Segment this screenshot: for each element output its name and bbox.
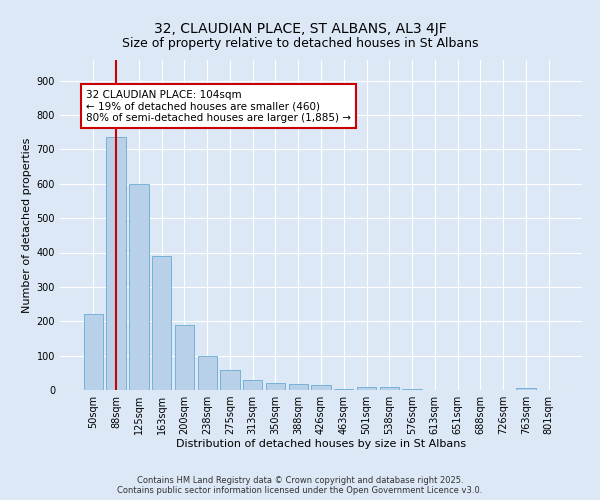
Bar — [334, 389, 353, 390]
Text: 32 CLAUDIAN PLACE: 104sqm
← 19% of detached houses are smaller (460)
80% of semi: 32 CLAUDIAN PLACE: 104sqm ← 19% of detac… — [86, 90, 351, 123]
Bar — [403, 389, 422, 390]
Text: Contains HM Land Registry data © Crown copyright and database right 2025.
Contai: Contains HM Land Registry data © Crown c… — [118, 476, 482, 495]
Bar — [129, 184, 149, 390]
Bar — [516, 388, 536, 390]
Bar — [266, 383, 285, 390]
Bar — [175, 324, 194, 390]
Bar — [220, 370, 239, 390]
Bar — [152, 256, 172, 390]
Bar — [380, 386, 399, 390]
Bar — [84, 314, 103, 390]
Text: Size of property relative to detached houses in St Albans: Size of property relative to detached ho… — [122, 38, 478, 51]
Bar — [197, 356, 217, 390]
Bar — [357, 386, 376, 390]
Y-axis label: Number of detached properties: Number of detached properties — [22, 138, 32, 312]
Bar — [311, 385, 331, 390]
Bar — [289, 384, 308, 390]
Bar — [106, 138, 126, 390]
Text: 32, CLAUDIAN PLACE, ST ALBANS, AL3 4JF: 32, CLAUDIAN PLACE, ST ALBANS, AL3 4JF — [154, 22, 446, 36]
Bar — [243, 380, 262, 390]
X-axis label: Distribution of detached houses by size in St Albans: Distribution of detached houses by size … — [176, 438, 466, 448]
